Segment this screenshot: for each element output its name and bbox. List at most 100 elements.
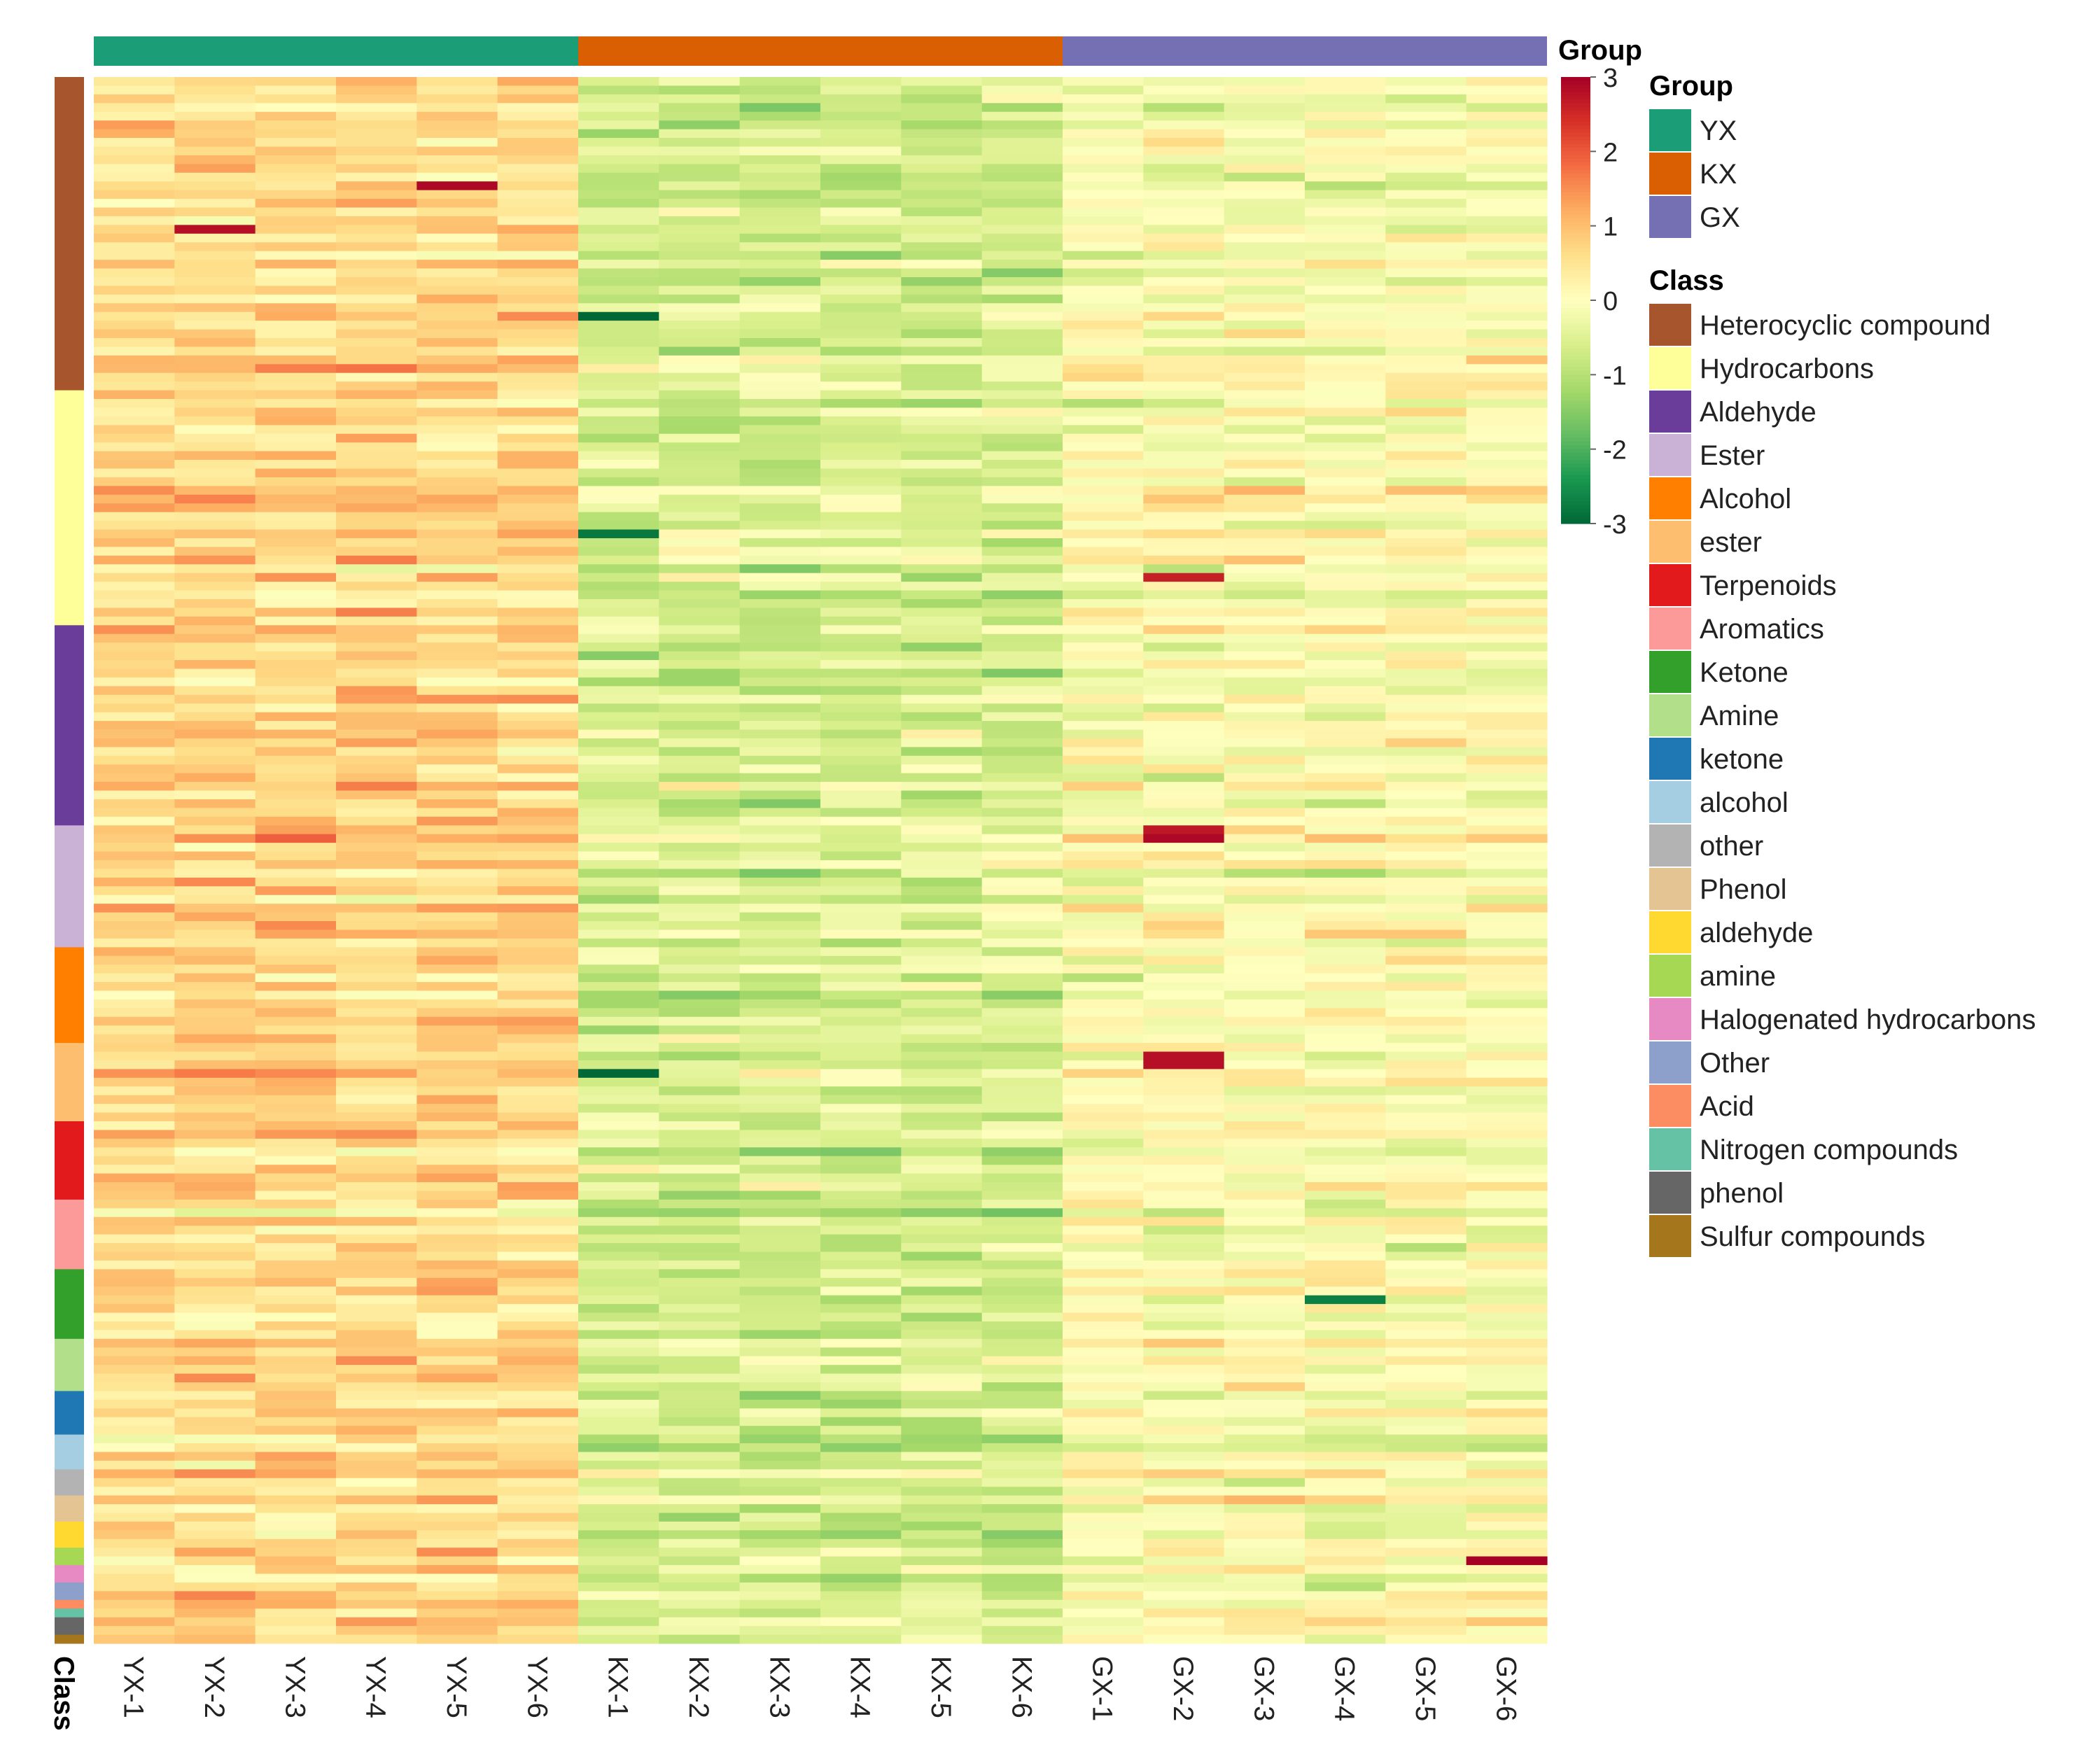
heatmap-cell xyxy=(901,103,983,113)
heatmap-cell xyxy=(1063,468,1144,478)
heatmap-cell xyxy=(94,1417,175,1426)
heatmap-cell xyxy=(1305,999,1386,1009)
heatmap-cell xyxy=(578,1208,659,1218)
heatmap-cell xyxy=(94,1338,175,1348)
heatmap-cell xyxy=(578,155,659,164)
heatmap-cell xyxy=(497,233,579,243)
heatmap-cell xyxy=(497,790,579,800)
heatmap-cell xyxy=(981,1269,1063,1279)
heatmap-cell xyxy=(901,172,983,182)
heatmap-cell xyxy=(901,1156,983,1165)
heatmap-cell xyxy=(739,764,821,774)
heatmap-cell xyxy=(659,433,741,443)
class-legend-label: Amine xyxy=(1700,701,1779,731)
heatmap-cell xyxy=(659,1277,741,1287)
heatmap-cell xyxy=(94,1060,175,1069)
heatmap-cell xyxy=(739,564,821,574)
heatmap-cell xyxy=(659,729,741,739)
heatmap-cell xyxy=(820,1504,902,1514)
heatmap-cell xyxy=(739,982,821,992)
heatmap-cell xyxy=(336,816,417,826)
heatmap-cell xyxy=(1063,1130,1144,1139)
heatmap-cell xyxy=(1063,625,1144,635)
heatmap-cell xyxy=(901,1191,983,1200)
heatmap-cell xyxy=(1466,1147,1548,1157)
heatmap-cell xyxy=(1224,1356,1306,1366)
heatmap-cell xyxy=(1385,1208,1467,1218)
heatmap-cell xyxy=(1143,564,1225,574)
heatmap-cell xyxy=(416,1548,498,1557)
heatmap-cell xyxy=(1385,1277,1467,1287)
heatmap-cell xyxy=(1143,1286,1225,1296)
colorbar-step xyxy=(1561,251,1590,256)
heatmap-cell xyxy=(820,1069,902,1079)
class-bar-segment xyxy=(55,1121,84,1200)
heatmap-cell xyxy=(336,1626,417,1636)
heatmap-cell xyxy=(901,599,983,609)
heatmap-cell xyxy=(1063,582,1144,591)
heatmap-cell xyxy=(1224,712,1306,722)
class-bar-segment xyxy=(55,1495,84,1522)
heatmap-cell xyxy=(659,999,741,1009)
heatmap-cell xyxy=(94,999,175,1009)
heatmap-cell xyxy=(255,869,337,878)
heatmap-cell xyxy=(1305,407,1386,417)
heatmap-cell xyxy=(1305,686,1386,696)
heatmap-cell xyxy=(255,660,337,670)
heatmap-cell xyxy=(1305,1269,1386,1279)
heatmap-cell xyxy=(336,1382,417,1392)
heatmap-cell xyxy=(1224,999,1306,1009)
heatmap-cell xyxy=(1063,616,1144,626)
heatmap-cell xyxy=(94,1582,175,1592)
heatmap-cell xyxy=(981,1243,1063,1253)
heatmap-cell xyxy=(1305,677,1386,687)
heatmap-cell xyxy=(1385,1347,1467,1357)
heatmap-cell xyxy=(1063,164,1144,174)
heatmap-cell xyxy=(1305,1599,1386,1609)
heatmap-cell xyxy=(94,1286,175,1296)
heatmap-cell xyxy=(416,1112,498,1122)
heatmap-cell xyxy=(1143,294,1225,304)
heatmap-cell xyxy=(659,573,741,582)
heatmap-cell xyxy=(1063,1173,1144,1183)
heatmap-cell xyxy=(416,686,498,696)
heatmap-cell xyxy=(1063,712,1144,722)
heatmap-cell xyxy=(174,1034,256,1044)
heatmap-cell xyxy=(1466,564,1548,574)
heatmap-cell xyxy=(659,608,741,617)
heatmap-cell xyxy=(820,843,902,853)
heatmap-cell xyxy=(416,94,498,104)
heatmap-cell xyxy=(981,686,1063,696)
heatmap-cell xyxy=(255,712,337,722)
heatmap-cell xyxy=(739,1226,821,1235)
heatmap-cell xyxy=(497,1617,579,1627)
heatmap-cell xyxy=(416,643,498,652)
heatmap-cell xyxy=(1466,1391,1548,1401)
heatmap-cell xyxy=(336,233,417,243)
heatmap-cell xyxy=(1305,372,1386,382)
heatmap-cell xyxy=(981,616,1063,626)
heatmap-cell xyxy=(578,555,659,565)
heatmap-cell xyxy=(416,1243,498,1253)
heatmap-cell xyxy=(336,582,417,591)
heatmap-cell xyxy=(497,1008,579,1018)
heatmap-cell xyxy=(820,782,902,792)
heatmap-cell xyxy=(416,633,498,643)
heatmap-cell xyxy=(901,1199,983,1209)
heatmap-cell xyxy=(174,1199,256,1209)
heatmap-cell xyxy=(1305,1330,1386,1340)
heatmap-cell xyxy=(336,747,417,757)
heatmap-cell xyxy=(659,416,741,426)
heatmap-cell xyxy=(739,608,821,617)
heatmap-cell xyxy=(1305,1617,1386,1627)
heatmap-cell xyxy=(1143,808,1225,818)
heatmap-cell xyxy=(336,886,417,896)
heatmap-cell xyxy=(174,643,256,652)
heatmap-cell xyxy=(1063,1312,1144,1322)
heatmap-cell xyxy=(1466,686,1548,696)
heatmap-cell xyxy=(1466,1382,1548,1392)
heatmap-cell xyxy=(1305,808,1386,818)
heatmap-cell xyxy=(416,311,498,321)
heatmap-cell xyxy=(901,268,983,278)
heatmap-cell xyxy=(739,1399,821,1409)
